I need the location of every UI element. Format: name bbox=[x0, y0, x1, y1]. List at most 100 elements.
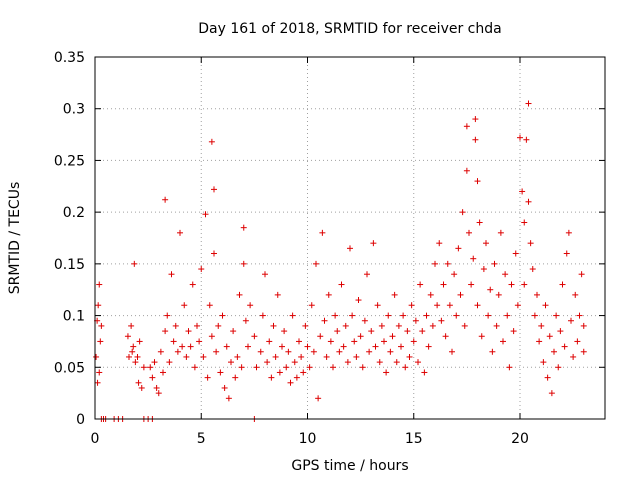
data-point bbox=[514, 302, 521, 309]
data-point bbox=[211, 186, 217, 193]
data-point bbox=[546, 333, 553, 340]
data-point bbox=[240, 224, 247, 231]
data-point bbox=[364, 271, 370, 278]
data-point bbox=[302, 322, 309, 329]
data-point bbox=[291, 359, 298, 366]
data-point bbox=[177, 229, 183, 236]
data-point bbox=[580, 322, 587, 329]
data-point bbox=[347, 245, 353, 252]
y-tick-label: 0.15 bbox=[54, 257, 85, 273]
data-point bbox=[385, 312, 392, 319]
data-point bbox=[164, 312, 171, 319]
data-point bbox=[459, 209, 466, 216]
data-points bbox=[93, 100, 587, 422]
y-axis-label: SRMTID / TECUs bbox=[7, 182, 23, 295]
data-point bbox=[157, 348, 164, 355]
data-point bbox=[359, 364, 366, 371]
data-point bbox=[517, 134, 523, 141]
data-point bbox=[134, 353, 141, 360]
data-point bbox=[162, 196, 169, 203]
data-point bbox=[315, 395, 322, 402]
plot-frame bbox=[94, 56, 606, 420]
data-point bbox=[374, 302, 381, 309]
data-point bbox=[268, 374, 275, 381]
data-point bbox=[166, 359, 173, 366]
data-point bbox=[570, 353, 577, 360]
data-point bbox=[427, 291, 434, 298]
data-point bbox=[332, 312, 339, 319]
data-point bbox=[208, 333, 215, 340]
data-point bbox=[519, 188, 526, 195]
data-point bbox=[504, 312, 511, 319]
data-point bbox=[242, 317, 249, 324]
y-tick-label: 0.05 bbox=[54, 360, 85, 376]
data-point bbox=[181, 302, 188, 309]
data-point bbox=[500, 338, 506, 345]
y-tick-label: 0.25 bbox=[54, 153, 85, 169]
data-point bbox=[238, 364, 245, 371]
data-point bbox=[96, 281, 103, 288]
data-point bbox=[93, 353, 100, 360]
data-point bbox=[400, 312, 407, 319]
data-point bbox=[211, 250, 217, 257]
data-point bbox=[236, 291, 243, 298]
x-tick-label: 0 bbox=[91, 431, 100, 447]
data-point bbox=[483, 240, 489, 247]
data-point bbox=[174, 348, 181, 355]
data-point bbox=[395, 322, 402, 329]
data-point bbox=[253, 364, 260, 371]
data-point bbox=[232, 374, 239, 381]
data-point bbox=[440, 281, 447, 288]
data-point bbox=[97, 338, 104, 345]
data-point bbox=[319, 229, 326, 236]
data-point bbox=[478, 333, 485, 340]
data-point bbox=[264, 359, 271, 366]
data-point bbox=[132, 359, 139, 366]
data-point bbox=[304, 343, 311, 350]
data-point bbox=[349, 312, 356, 319]
data-point bbox=[455, 245, 462, 252]
data-point bbox=[94, 379, 101, 386]
data-point bbox=[168, 271, 175, 278]
data-point bbox=[410, 338, 417, 345]
data-point bbox=[466, 229, 472, 236]
data-point bbox=[538, 322, 545, 329]
data-point bbox=[508, 281, 515, 288]
data-point bbox=[308, 302, 315, 309]
data-point bbox=[266, 338, 273, 345]
data-point bbox=[470, 255, 477, 262]
data-point bbox=[187, 343, 194, 350]
data-point bbox=[340, 343, 347, 350]
data-point bbox=[355, 297, 362, 304]
data-point bbox=[580, 348, 587, 355]
data-point bbox=[196, 338, 203, 345]
data-point bbox=[457, 291, 464, 298]
data-point bbox=[474, 178, 481, 185]
y-tick-label: 0.2 bbox=[63, 205, 85, 221]
data-point bbox=[289, 312, 296, 319]
data-point bbox=[344, 359, 351, 366]
data-point bbox=[283, 364, 290, 371]
data-point bbox=[124, 333, 131, 340]
x-tick-label: 10 bbox=[299, 431, 317, 447]
data-point bbox=[551, 348, 557, 355]
data-point bbox=[147, 364, 154, 371]
data-point bbox=[559, 281, 566, 288]
data-point bbox=[472, 136, 479, 143]
data-point bbox=[434, 302, 441, 309]
data-point bbox=[415, 359, 421, 366]
data-point bbox=[98, 322, 105, 329]
data-point bbox=[461, 322, 468, 329]
data-point bbox=[323, 353, 330, 360]
data-point bbox=[153, 384, 160, 391]
data-point bbox=[357, 333, 364, 340]
data-point bbox=[281, 328, 288, 335]
data-point bbox=[155, 390, 162, 397]
data-point bbox=[423, 312, 430, 319]
data-point bbox=[136, 338, 143, 345]
data-point bbox=[419, 328, 426, 335]
data-point bbox=[259, 312, 266, 319]
data-point bbox=[336, 348, 343, 355]
data-point bbox=[568, 317, 574, 324]
